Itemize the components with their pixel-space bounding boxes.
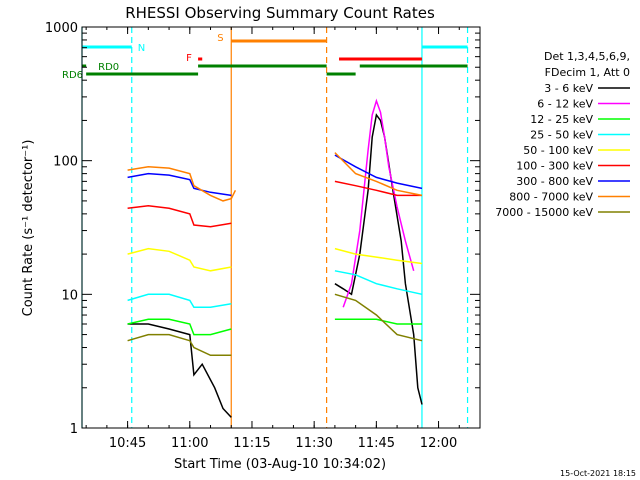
flag-label-RD0: RD0: [98, 62, 119, 73]
legend-label-3: 25 - 50 keV: [530, 129, 593, 142]
series-6-line-0: [127, 172, 232, 197]
x-tick-label-5: 12:00: [420, 436, 457, 451]
x-tick-label-2: 11:15: [233, 436, 270, 451]
timestamp: 15-Oct-2021 18:15: [560, 469, 636, 478]
flag-label-F: F: [186, 53, 192, 64]
y-tick-label-1: 10: [61, 288, 78, 303]
series-8-line-1: [334, 293, 423, 342]
flag-label-S: S: [217, 33, 223, 44]
legend-label-2: 12 - 25 keV: [530, 113, 593, 126]
series-1-line-0: [342, 98, 415, 308]
plot-area: N F S RD0 RD6 10:45 11:00 11:15 11:30 11:45 12:00 1…: [45, 21, 481, 451]
x-tick-label-0: 10:45: [109, 436, 146, 451]
flag-label-RD6: RD6: [62, 70, 83, 81]
y-tick-label-2: 100: [53, 155, 78, 170]
y-axis-label: Count Rate (s⁻¹ detector⁻¹): [21, 140, 36, 317]
series-2-line-0: [127, 318, 232, 336]
legend-label-1: 6 - 12 keV: [537, 98, 593, 111]
legend-label-6: 300 - 800 keV: [516, 175, 593, 188]
x-tick-label-3: 11:30: [295, 436, 332, 451]
flag-label-N: N: [138, 43, 145, 54]
legend: Det 1,3,4,5,6,9, FDecim 1, Att 0 3 - 6 k…: [495, 50, 630, 219]
x-tick-label-1: 11:00: [171, 436, 208, 451]
x-axis-label: Start Time (03-Aug-10 10:34:02): [174, 457, 386, 472]
x-tick-label-4: 11:45: [358, 436, 395, 451]
series-4-line-0: [127, 247, 232, 272]
chart-title: RHESSI Observing Summary Count Rates: [125, 4, 435, 22]
series-4-line-1: [334, 247, 423, 265]
series-0-line-1: [334, 113, 423, 405]
series-5-line-0: [127, 204, 232, 228]
series-0-line-0: [127, 323, 232, 418]
series-3-line-1: [334, 270, 423, 296]
series-7-line-0: [127, 166, 237, 202]
y-tick-label-0: 1: [70, 422, 78, 437]
legend-items: 3 - 6 keV 6 - 12 keV 12 - 25 keV 25 - 50 ke…: [495, 82, 630, 219]
legend-title-line-2: FDecim 1, Att 0: [545, 66, 630, 79]
series-6-line-1: [334, 154, 423, 190]
series-5-line-1: [334, 180, 422, 197]
legend-label-8: 7000 - 15000 keV: [495, 206, 593, 219]
legend-label-5: 100 - 300 keV: [516, 160, 593, 173]
legend-label-0: 3 - 6 keV: [544, 82, 593, 95]
legend-title-line-1: Det 1,3,4,5,6,9,: [544, 50, 630, 63]
series-3-line-0: [127, 293, 232, 309]
legend-label-7: 800 - 7000 keV: [509, 191, 593, 204]
plot-frame: [81, 26, 481, 429]
legend-label-4: 50 - 100 keV: [523, 144, 593, 157]
series-8-line-0: [127, 333, 232, 357]
y-tick-label-3: 1000: [45, 21, 78, 36]
series-7-line-1: [334, 152, 423, 197]
series-2-line-1: [334, 318, 422, 325]
